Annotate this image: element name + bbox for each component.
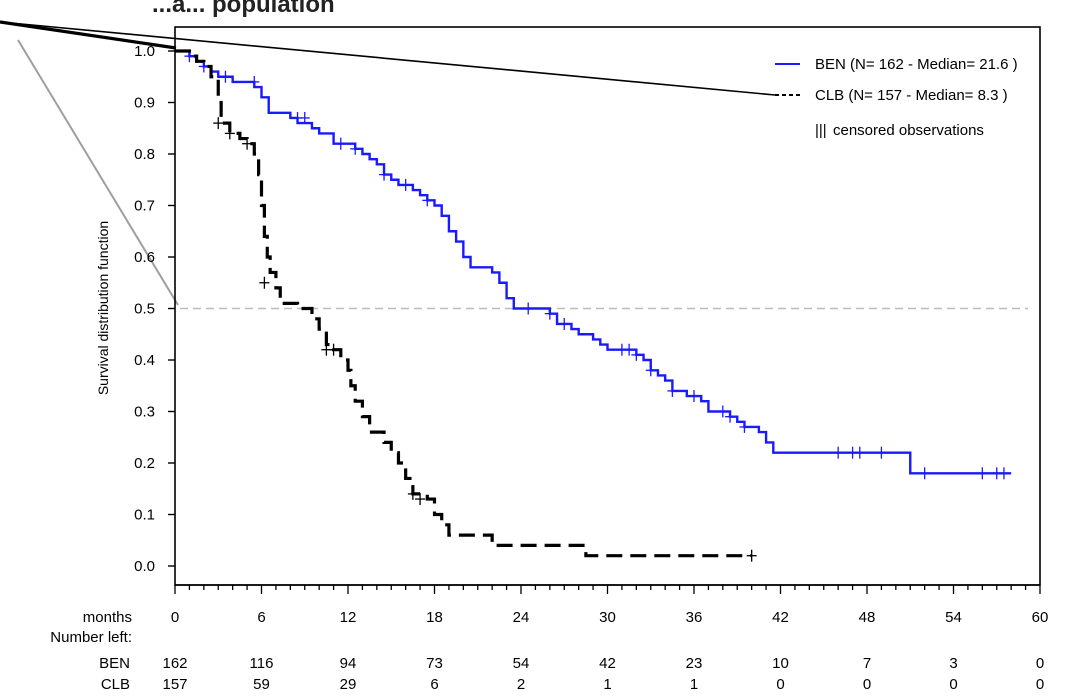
x-tick-label: 24 <box>513 609 530 626</box>
x-tick-label: 12 <box>340 609 357 626</box>
risk-count-ben: 42 <box>599 655 616 672</box>
series-layer <box>175 49 1012 562</box>
risk-count-ben: 73 <box>426 655 443 672</box>
risk-count-clb: 157 <box>162 676 187 693</box>
risk-count-clb: 29 <box>340 676 357 693</box>
y-axis: 0.0 0.1 0.2 0.3 0.4 0.5 0.6 0.7 0.8 0.9 1.0 <box>134 43 175 575</box>
risk-count-ben: 3 <box>949 655 957 672</box>
x-tick-label: 60 <box>1032 609 1049 626</box>
risk-count-clb: 1 <box>690 676 698 693</box>
series-line-ben <box>175 49 1012 475</box>
y-tick-label: 0.8 <box>134 146 155 163</box>
risk-count-clb: 0 <box>949 676 957 693</box>
x-axis: 0 6 12 18 24 30 36 42 48 54 60 <box>171 584 1049 626</box>
risk-table: months Number left: BEN CLB 162 116 94 73 54… <box>50 609 1044 693</box>
risk-count-clb: 6 <box>430 676 438 693</box>
x-tick-label: 54 <box>945 609 962 626</box>
risk-count-clb: 2 <box>517 676 525 693</box>
legend: BEN (N= 162 - Median= 21.6 ) CLB (N= 157… <box>775 56 1018 139</box>
legend-ben-label: BEN (N= 162 - Median= 21.6 ) <box>815 56 1018 73</box>
risk-count-clb: 1 <box>603 676 611 693</box>
plot-frame <box>174 26 1041 586</box>
risk-count-clb: 0 <box>1036 676 1044 693</box>
overlay-line-grey <box>17 39 179 306</box>
risk-table-clb-label: CLB <box>101 676 130 693</box>
x-tick-label: 36 <box>686 609 703 626</box>
legend-censored-label: censored observations <box>833 122 984 139</box>
x-tick-label: 42 <box>772 609 789 626</box>
risk-count-ben: 54 <box>513 655 530 672</box>
x-tick-label: 48 <box>859 609 876 626</box>
risk-count-clb: 0 <box>863 676 871 693</box>
x-tick-label: 6 <box>257 609 265 626</box>
legend-censored-symbol: ||| <box>815 122 827 139</box>
risk-count-ben: 162 <box>162 655 187 672</box>
legend-clb-label: CLB (N= 157 - Median= 8.3 ) <box>815 87 1008 104</box>
risk-count-clb: 59 <box>253 676 270 693</box>
overlay-line-upper <box>0 21 776 96</box>
y-tick-label: 0.4 <box>134 352 155 369</box>
risk-count-ben: 7 <box>863 655 871 672</box>
risk-count-ben: 94 <box>340 655 357 672</box>
risk-count-ben: 0 <box>1036 655 1044 672</box>
risk-table-months-label: months <box>83 609 132 626</box>
overlay-line-thick <box>0 20 177 50</box>
risk-count-ben: 10 <box>772 655 789 672</box>
risk-count-ben: 23 <box>686 655 703 672</box>
x-tick-label: 30 <box>599 609 616 626</box>
y-tick-label: 0.2 <box>134 455 155 472</box>
y-tick-label: 0.1 <box>134 507 155 524</box>
chart-title-fragment: ...a... population <box>152 0 335 18</box>
x-tick-label: 0 <box>171 609 179 626</box>
risk-table-header: Number left: <box>50 629 132 646</box>
y-tick-label: 0.7 <box>134 198 155 215</box>
risk-table-ben-label: BEN <box>99 655 130 672</box>
y-axis-title: Survival distribution function <box>95 221 111 395</box>
y-tick-label: 0.0 <box>134 558 155 575</box>
y-tick-label: 0.9 <box>134 95 155 112</box>
y-tick-label: 0.5 <box>134 301 155 318</box>
y-tick-label: 0.6 <box>134 249 155 266</box>
risk-count-clb: 0 <box>776 676 784 693</box>
y-tick-label: 1.0 <box>134 43 155 60</box>
series-line-clb <box>175 49 752 558</box>
x-tick-label: 18 <box>426 609 443 626</box>
y-tick-label: 0.3 <box>134 404 155 421</box>
risk-count-ben: 116 <box>250 655 274 672</box>
